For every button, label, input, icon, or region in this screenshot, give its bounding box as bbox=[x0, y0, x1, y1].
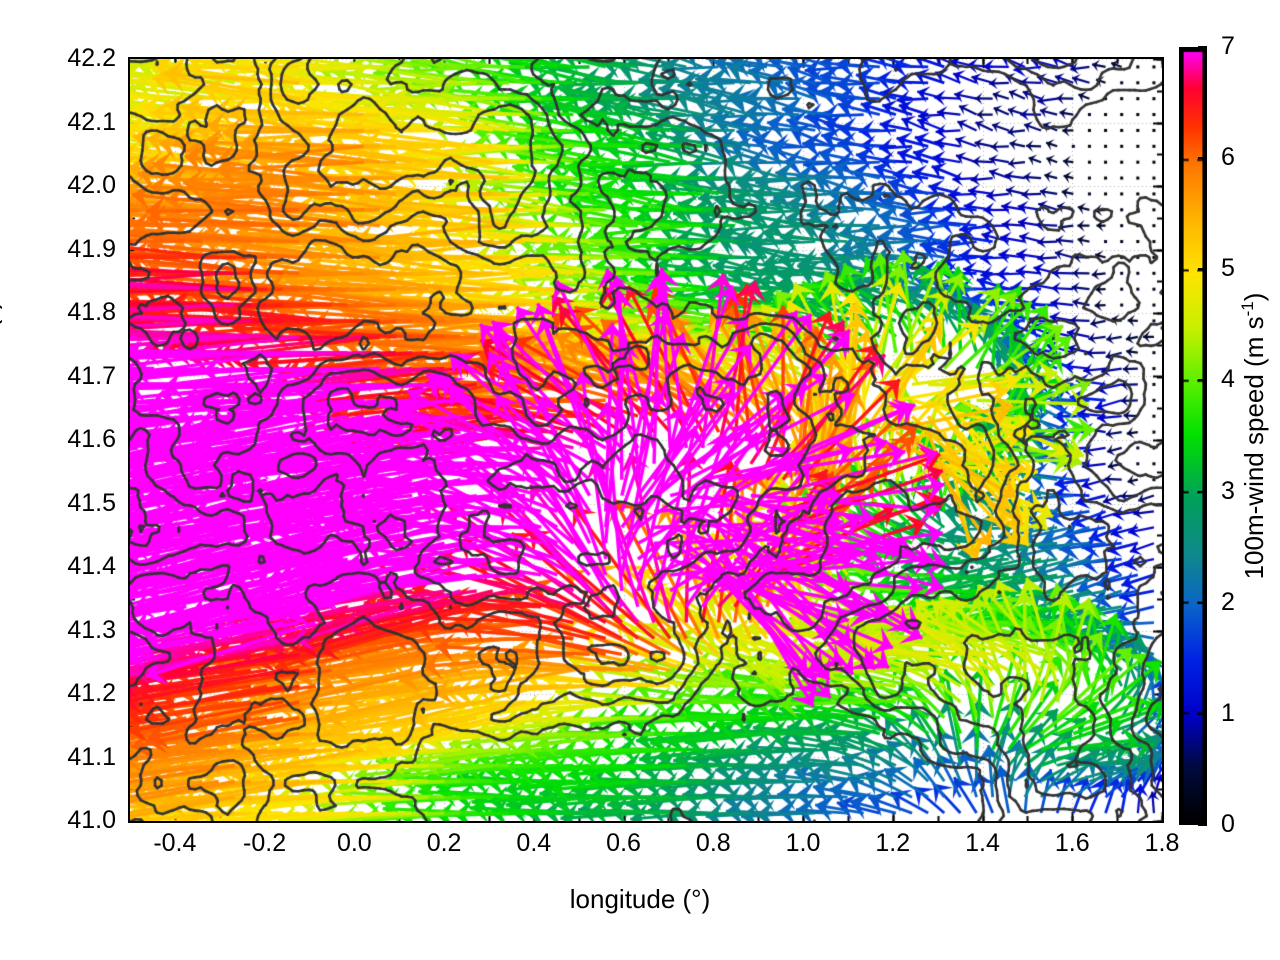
x-tick-text: 1.4 bbox=[965, 829, 1000, 857]
y-tick-text: 42.0 bbox=[67, 171, 116, 199]
colorbar-tick-label: 0 bbox=[1221, 810, 1235, 838]
x-tick-text: 0.6 bbox=[606, 829, 641, 857]
x-tick-text: 1.8 bbox=[1144, 829, 1180, 857]
colorbar-tick-mark bbox=[1198, 379, 1207, 382]
colorbar-tick-label: 7 bbox=[1221, 32, 1235, 60]
x-tick-text: 0.2 bbox=[426, 829, 462, 857]
y-axis-title: latitude (°) bbox=[0, 300, 3, 420]
colorbar-tick-label: 2 bbox=[1221, 587, 1235, 616]
y-tick-text: 41.8 bbox=[67, 298, 116, 326]
plot-area bbox=[128, 57, 1164, 823]
y-tick-text: 41.7 bbox=[67, 361, 116, 390]
y-tick-text: 41.3 bbox=[67, 615, 116, 644]
y-tick-text: 41.2 bbox=[67, 679, 116, 707]
colorbar-gradient bbox=[1179, 47, 1207, 825]
colorbar: 0 1 2 3 4 5 6 7 bbox=[1179, 33, 1235, 838]
x-tick-text: -0.2 bbox=[243, 829, 287, 857]
y-tick-text: 41.6 bbox=[67, 425, 116, 453]
colorbar-title-tail: ) bbox=[1238, 292, 1269, 302]
colorbar-tick-mark bbox=[1198, 601, 1207, 604]
y-tick-text: 41.1 bbox=[67, 742, 116, 771]
colorbar-tick-mark bbox=[1198, 490, 1207, 493]
y-tick-text: 42.2 bbox=[67, 44, 116, 72]
x-tick-text: 0.0 bbox=[336, 829, 372, 857]
colorbar-tick-mark bbox=[1198, 712, 1207, 715]
y-tick-text: 41.4 bbox=[67, 552, 116, 580]
colorbar-tick-mark bbox=[1198, 268, 1207, 271]
colorbar-tick-label: 3 bbox=[1221, 476, 1235, 505]
terrain-contour-layer bbox=[130, 59, 1162, 821]
colorbar-tick-label: 1 bbox=[1221, 698, 1235, 727]
colorbar-title: 100m-wind speed (m s-1) bbox=[1238, 293, 1270, 580]
y-tick-text: 41.5 bbox=[67, 488, 116, 517]
y-tick-text: 41.9 bbox=[67, 234, 116, 263]
x-tick-text: 0.4 bbox=[516, 829, 552, 857]
y-tick-text: 42.1 bbox=[67, 107, 116, 136]
x-tick-text: 1.0 bbox=[785, 829, 821, 857]
x-tick-text: -0.4 bbox=[153, 829, 197, 857]
x-tick-text: 1.2 bbox=[875, 829, 911, 857]
colorbar-tick-mark bbox=[1198, 157, 1207, 160]
x-axis-title: longitude (°) bbox=[569, 884, 711, 914]
colorbar-tick-mark bbox=[1198, 824, 1207, 826]
x-tick-text: 1.6 bbox=[1054, 829, 1090, 857]
colorbar-tick-label: 6 bbox=[1221, 143, 1235, 172]
colorbar-title-exponent: -1 bbox=[1238, 301, 1258, 317]
y-tick-text: 41.0 bbox=[67, 806, 116, 834]
x-tick-text: 0.8 bbox=[695, 829, 731, 857]
colorbar-tick-label: 4 bbox=[1221, 365, 1235, 394]
colorbar-title-main: 100m-wind speed (m s bbox=[1238, 316, 1269, 580]
colorbar-tick-label: 5 bbox=[1221, 254, 1235, 283]
colorbar-tick-mark bbox=[1198, 46, 1207, 48]
